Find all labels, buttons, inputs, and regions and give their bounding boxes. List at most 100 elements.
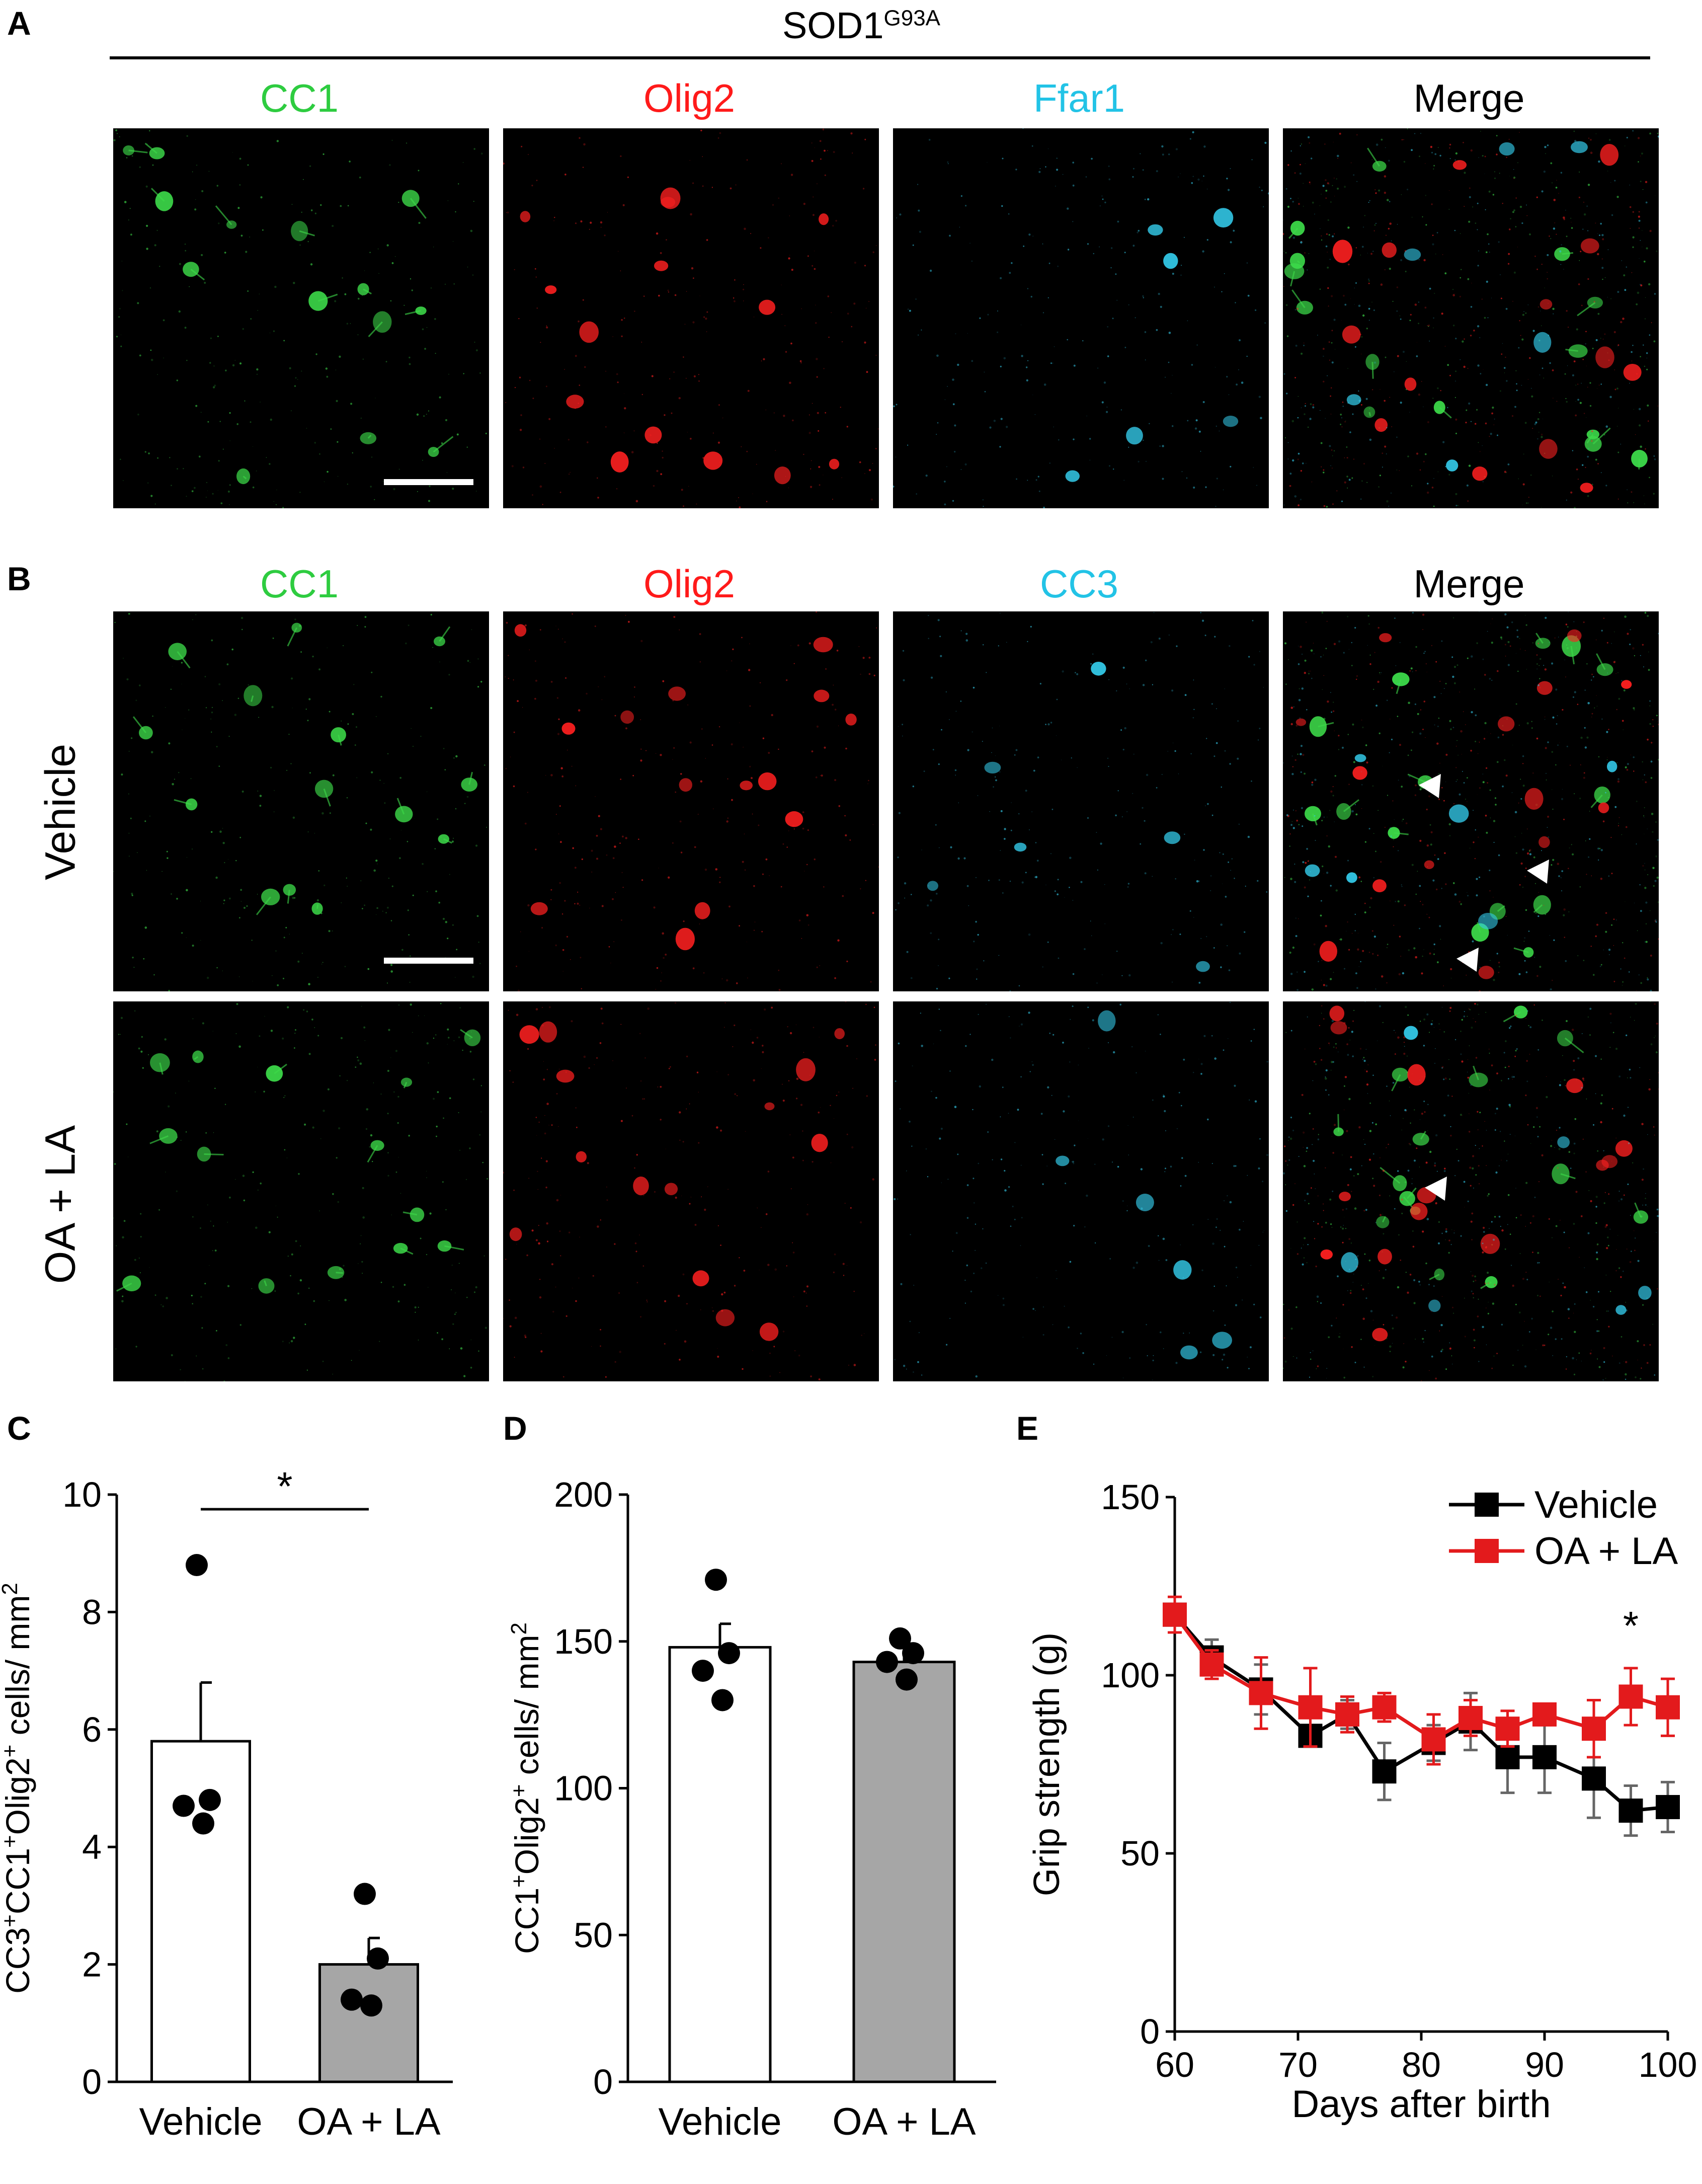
y-tick-label: 2 — [82, 1945, 102, 1984]
data-point — [199, 1788, 221, 1811]
b-vehicle-micrograph-merge — [1283, 611, 1659, 991]
y-axis-label-part: cells/ mm — [0, 1595, 36, 1745]
b-oala-micrograph-cc1 — [113, 1001, 489, 1381]
b-oala-micrograph-cc3 — [893, 1001, 1269, 1381]
panel-letter-a: A — [7, 5, 31, 42]
data-marker — [1532, 1702, 1557, 1727]
y-tick-label: 150 — [1101, 1477, 1160, 1517]
y-axis-label: CC3+CC1+Olig2+ cells/ mm2 — [0, 1583, 36, 1994]
data-point — [705, 1569, 727, 1591]
series-1 — [1163, 1595, 1680, 1766]
bar — [318, 1963, 419, 2083]
b-vehicle-micrograph-cc1 — [113, 611, 489, 991]
a-micrograph-olig2 — [503, 128, 879, 508]
b-oala-micrograph-olig2 — [503, 1001, 879, 1381]
a-channel-label-2: Olig2 — [643, 76, 736, 120]
genotype-header: SOD1G93A — [782, 4, 940, 47]
arrowhead-icon — [1456, 948, 1479, 972]
significance-star: * — [277, 1464, 292, 1509]
data-marker — [1421, 1727, 1446, 1752]
panel-letter-c: C — [7, 1410, 31, 1447]
genotype-header-sup: G93A — [883, 6, 941, 31]
a-micrograph-cc1 — [113, 128, 489, 508]
data-marker — [1335, 1702, 1359, 1727]
panel-letter-e: E — [1016, 1410, 1039, 1447]
data-point — [367, 1947, 389, 1970]
data-marker — [1249, 1681, 1273, 1705]
bar — [150, 1740, 251, 2083]
y-tick-label: 200 — [554, 1475, 613, 1514]
legend-label: OA + LA — [1534, 1530, 1678, 1573]
y-tick-label: 150 — [554, 1622, 613, 1661]
arrowhead-icon — [1527, 860, 1549, 884]
data-marker — [1298, 1695, 1323, 1720]
y-axis-label-part: cells/ mm — [508, 1634, 545, 1784]
data-point — [186, 1554, 208, 1577]
a-micrograph-ffar1 — [893, 128, 1269, 508]
y-tick-label: 0 — [82, 2062, 102, 2101]
data-marker — [1656, 1695, 1680, 1720]
y-axis-label-sup: 2 — [507, 1622, 531, 1634]
y-tick-label: 0 — [1140, 2012, 1160, 2051]
x-tick-label: 80 — [1402, 2045, 1441, 2084]
category-label: Vehicle — [658, 2100, 781, 2143]
genotype-header-main: SOD1 — [782, 5, 884, 46]
data-point — [718, 1642, 740, 1665]
panel-letter-b: B — [7, 560, 31, 597]
data-marker — [1199, 1652, 1224, 1677]
a-channel-label-3: Ffar1 — [1033, 76, 1125, 120]
data-marker — [1618, 1799, 1643, 1823]
y-axis-label: CC1+Olig2+ cells/ mm2 — [507, 1622, 546, 1954]
y-tick-label: 0 — [593, 2062, 613, 2101]
y-axis-label-sup: + — [0, 1914, 22, 1927]
y-axis-label-sup: + — [0, 1835, 22, 1848]
y-axis-label-part: CC1 — [0, 1848, 36, 1914]
y-axis-label-sup: 2 — [0, 1583, 22, 1595]
data-marker — [1372, 1759, 1397, 1784]
x-tick-label: 90 — [1525, 2045, 1564, 2084]
b-row-label-vehicle: Vehicle — [36, 744, 84, 880]
bar — [852, 1661, 956, 2083]
significance-star: * — [1623, 1603, 1639, 1648]
a-micrograph-merge — [1283, 128, 1659, 508]
y-tick-label: 100 — [554, 1769, 613, 1808]
data-point — [711, 1689, 734, 1711]
b-channel-label-1: CC1 — [260, 562, 339, 606]
a-channel-label-4: Merge — [1413, 76, 1525, 120]
data-point — [902, 1642, 924, 1665]
y-axis-label-part: CC1 — [508, 1888, 545, 1954]
data-marker — [1458, 1705, 1483, 1730]
data-point — [360, 1994, 382, 2017]
data-point — [192, 1812, 214, 1835]
y-axis-label-part: CC3 — [0, 1927, 36, 1994]
y-tick-label: 50 — [1120, 1834, 1160, 1873]
b-channel-label-2: Olig2 — [643, 562, 736, 606]
data-marker — [1372, 1695, 1397, 1720]
y-axis-label-part: Olig2 — [0, 1757, 36, 1835]
x-tick-label: 60 — [1155, 2045, 1194, 2084]
data-marker — [1532, 1745, 1557, 1769]
panel-letter-d: D — [503, 1410, 527, 1447]
category-label: OA + LA — [297, 2100, 440, 2143]
data-marker — [1163, 1602, 1187, 1627]
data-marker — [1582, 1717, 1606, 1741]
y-tick-label: 50 — [574, 1915, 613, 1955]
y-tick-label: 10 — [62, 1475, 102, 1514]
data-point — [173, 1795, 195, 1817]
legend-marker — [1475, 1539, 1499, 1563]
data-marker — [1618, 1684, 1643, 1709]
arrowhead-icon — [1419, 774, 1441, 798]
b-row-label-oala: OA + LA — [36, 1125, 84, 1284]
b-scale-bar — [384, 958, 473, 964]
x-axis-label: Days after birth — [1291, 2083, 1551, 2126]
y-tick-label: 100 — [1101, 1656, 1160, 1695]
arrowhead-icon — [1425, 1177, 1447, 1201]
legend-marker — [1475, 1493, 1499, 1517]
data-point — [896, 1668, 918, 1691]
y-axis-label-sup: + — [507, 1784, 531, 1797]
data-marker — [1495, 1745, 1520, 1769]
y-tick-label: 6 — [82, 1710, 102, 1749]
b-oala-micrograph-merge — [1283, 1001, 1659, 1381]
